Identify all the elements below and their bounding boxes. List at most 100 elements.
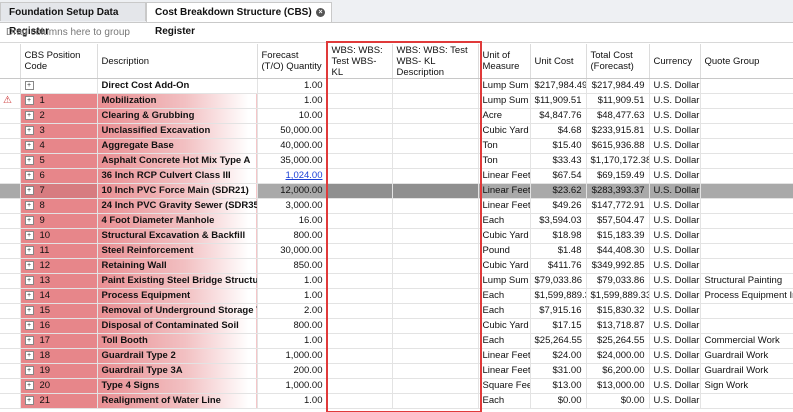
cell: U.S. Dollar — [649, 168, 701, 184]
grid-row[interactable]: +20 Type 4 Signs 1,000.00 Square Feet $13.00… — [0, 378, 793, 394]
grid-row[interactable]: +9 4 Foot Diameter Manhole 16.00 Each $3,594… — [0, 213, 793, 229]
cell-text: 1.00 — [304, 275, 323, 286]
expand-button[interactable]: + — [24, 170, 34, 180]
grid-row[interactable]: +16 Disposal of Contaminated Soil 800.00 Cu… — [0, 318, 793, 334]
cell-text: U.S. Dollar — [653, 185, 700, 196]
cell — [392, 123, 479, 139]
cell: Disposal of Contaminated Soil — [97, 318, 258, 334]
tab-active[interactable]: Cost Breakdown Structure (CBS) Register × — [146, 2, 332, 37]
column-header[interactable]: Unit of Measure — [478, 44, 531, 79]
expand-button[interactable]: + — [24, 125, 34, 135]
cell: U.S. Dollar — [649, 243, 701, 259]
cell-text: $67.54 — [552, 170, 582, 181]
cell: Type 4 Signs — [97, 378, 258, 394]
expand-button[interactable]: + — [24, 80, 34, 90]
expand-button[interactable]: + — [24, 395, 34, 405]
grid-row[interactable]: +7 10 Inch PVC Force Main (SDR21) 12,000.0… — [0, 183, 793, 199]
cell — [700, 228, 793, 244]
expand-button[interactable]: + — [24, 380, 34, 390]
expand-button[interactable]: + — [24, 335, 34, 345]
grid-row[interactable]: +6 36 Inch RCP Culvert Class III 1,024.00 L… — [0, 168, 793, 184]
cell-text: $4.68 — [557, 125, 582, 136]
cell-text: Aggregate Base — [101, 140, 174, 151]
column-header[interactable]: Unit Cost — [530, 44, 587, 79]
row-indicator — [0, 273, 21, 289]
cell — [392, 363, 479, 379]
expand-button[interactable]: + — [24, 320, 34, 330]
column-header[interactable]: Total Cost (Forecast) — [586, 44, 650, 79]
cell: $0.00 — [530, 393, 587, 409]
expand-button[interactable]: + — [24, 305, 34, 315]
grid-row[interactable]: +3 Unclassified Excavation 50,000.00 Cubic … — [0, 123, 793, 139]
row-indicator — [0, 108, 21, 124]
expand-button[interactable]: + — [24, 95, 34, 105]
link[interactable]: 1,024.00 — [285, 170, 323, 181]
cell — [700, 153, 793, 169]
cell — [392, 378, 479, 394]
cell: 3,000.00 — [257, 198, 328, 214]
cell — [392, 153, 479, 169]
cell: 1,000.00 — [257, 348, 328, 364]
warning-icon: ⚠ — [3, 95, 12, 106]
grid-row[interactable]: +21 Realignment of Water Line 1.00 Each $0.0… — [0, 393, 793, 409]
grid-row[interactable]: +8 24 Inch PVC Gravity Sewer (SDR35) 3,000… — [0, 198, 793, 214]
cell-text: $615,936.88 — [591, 140, 645, 151]
expand-button[interactable]: + — [24, 290, 34, 300]
cell-text: Asphalt Concrete Hot Mix Type A — [101, 155, 251, 166]
cell: $17.15 — [530, 318, 587, 334]
cell: 10.00 — [257, 108, 328, 124]
cell-text: Each — [482, 290, 505, 301]
cell-text: 16.00 — [298, 215, 323, 226]
grid-row[interactable]: +19 Guardrail Type 3A 200.00 Linear Feet $31… — [0, 363, 793, 379]
expand-button[interactable]: + — [24, 260, 34, 270]
cell-text: U.S. Dollar — [653, 125, 700, 136]
expand-button[interactable]: + — [24, 110, 34, 120]
expand-button[interactable]: + — [24, 185, 34, 195]
grid-row[interactable]: +13 Paint Existing Steel Bridge Structure… — [0, 273, 793, 289]
column-header[interactable]: Forecast (T/O) Quantity — [257, 44, 328, 79]
column-header[interactable]: Currency — [649, 44, 701, 79]
cell: 1.00 — [257, 273, 328, 289]
column-header[interactable]: CBS Position Code — [20, 44, 98, 79]
grid-row[interactable]: +10 Structural Excavation & Backfill 800.0… — [0, 228, 793, 244]
cell — [392, 243, 479, 259]
cell: +19 — [20, 363, 98, 379]
column-header[interactable]: Description — [97, 44, 258, 79]
grid-row[interactable]: +17 Toll Booth 1.00 Each $25,264.55 $25,264.5… — [0, 333, 793, 349]
column-header[interactable]: WBS: WBS: Test WBS- KL — [327, 44, 393, 79]
grid-row[interactable]: +18 Guardrail Type 2 1,000.00 Linear Feet $2… — [0, 348, 793, 364]
grid-row[interactable]: +12 Retaining Wall 850.00 Cubic Yard $411.76… — [0, 258, 793, 274]
cell: $15,183.39 — [586, 228, 650, 244]
cell-text: Toll Booth — [101, 335, 148, 346]
cell: U.S. Dollar — [649, 258, 701, 274]
expand-button[interactable]: + — [24, 245, 34, 255]
grid-row[interactable]: +4 Aggregate Base 40,000.00 Ton $15.40 $615,9… — [0, 138, 793, 154]
grid-row[interactable]: +2 Clearing & Grubbing 10.00 Acre $4,847.76 $… — [0, 108, 793, 124]
grid-row[interactable]: +5 Asphalt Concrete Hot Mix Type A 35,000.… — [0, 153, 793, 169]
tab[interactable]: Foundation Setup Data Register — [0, 2, 146, 37]
cell-text: $13,718.87 — [596, 320, 645, 331]
close-button[interactable]: × — [316, 8, 325, 17]
expand-button[interactable]: + — [24, 350, 34, 360]
expand-button[interactable]: + — [24, 365, 34, 375]
cell-text: $1,599,889.33 — [534, 290, 586, 301]
expand-button[interactable]: + — [24, 275, 34, 285]
expand-button[interactable]: + — [24, 155, 34, 165]
column-header[interactable]: WBS: WBS: Test WBS- KL Description — [392, 44, 479, 79]
cell-text: U.S. Dollar — [653, 155, 700, 166]
expand-button[interactable]: + — [24, 200, 34, 210]
cell — [700, 258, 793, 274]
grid-row[interactable]: + Direct Cost Add-On 1.00 Lump Sum $217,984.… — [0, 78, 793, 94]
cell-text: $1.48 — [557, 245, 582, 256]
column-header[interactable]: Quote Group — [700, 44, 793, 79]
grid-row[interactable]: +11 Steel Reinforcement 30,000.00 Pound $1.4… — [0, 243, 793, 259]
expand-button[interactable]: + — [24, 215, 34, 225]
expand-button[interactable]: + — [24, 140, 34, 150]
cell-text: $3,594.03 — [539, 215, 582, 226]
cell-text: $44,408.30 — [596, 245, 645, 256]
cell-text: U.S. Dollar — [653, 245, 700, 256]
expand-button[interactable]: + — [24, 230, 34, 240]
grid-row[interactable]: ⚠ +1 Mobilization 1.00 Lump Sum $11,909.51 $11… — [0, 93, 793, 109]
